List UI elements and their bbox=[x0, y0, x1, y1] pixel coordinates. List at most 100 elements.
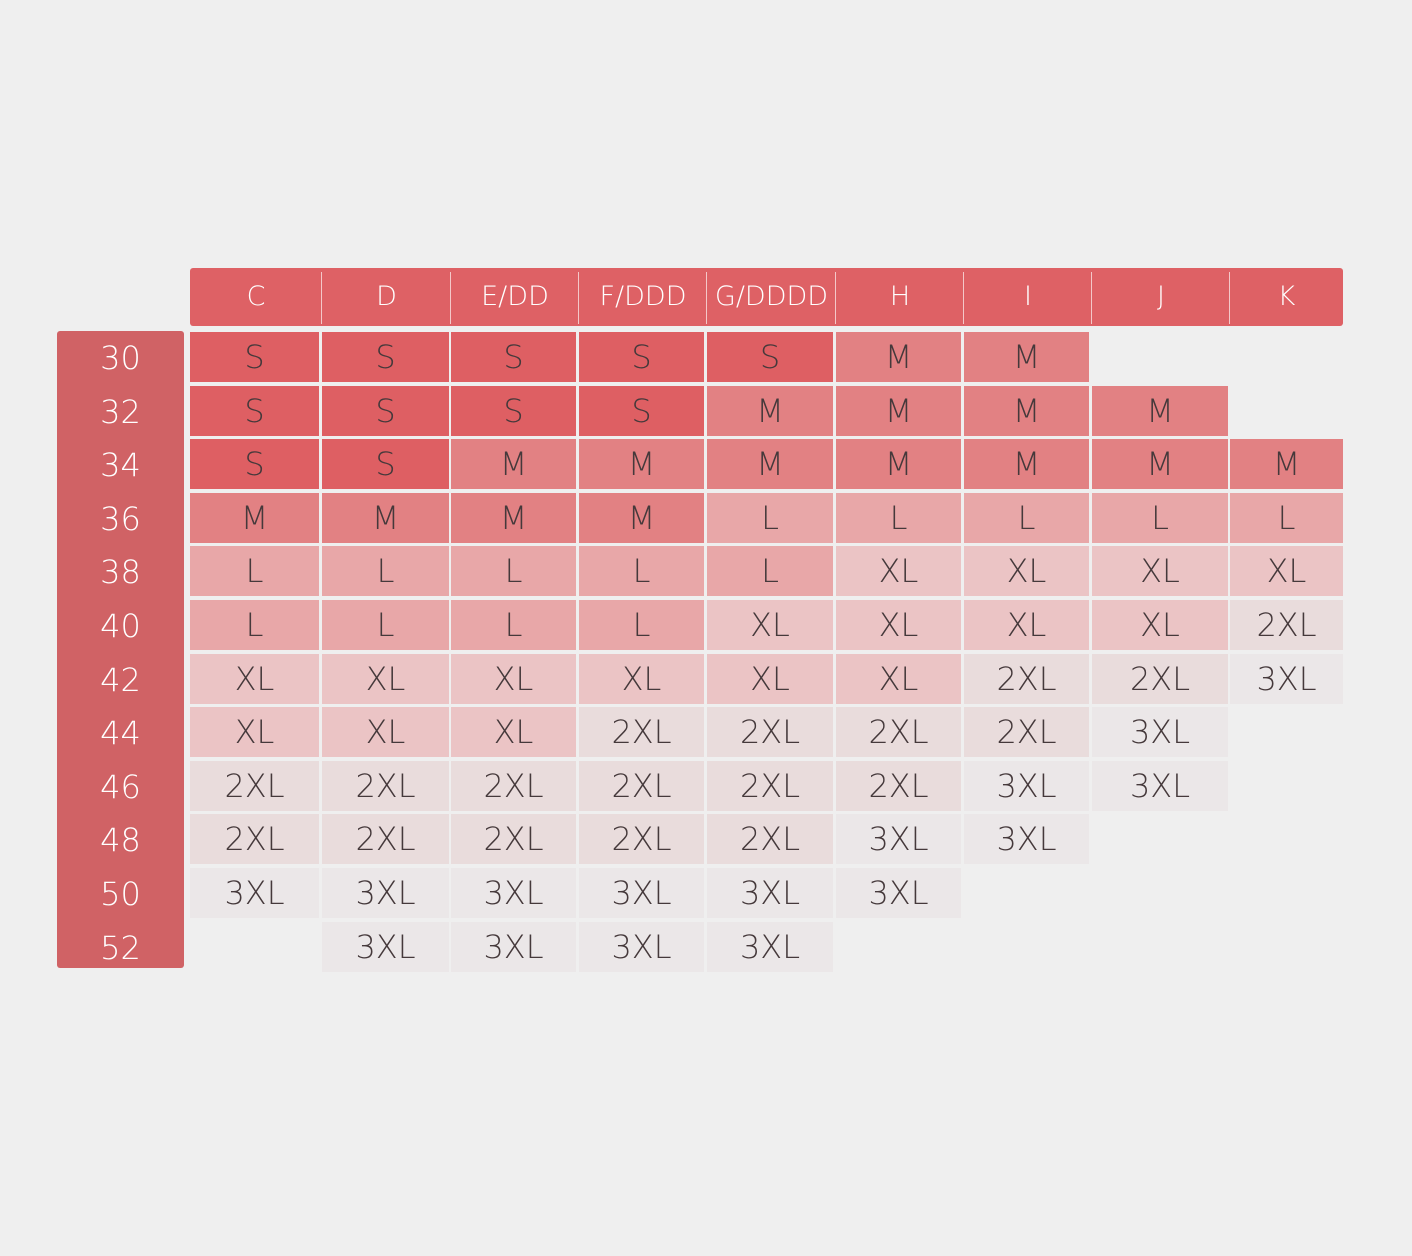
header-divider bbox=[963, 272, 964, 324]
size-cell: 2XL bbox=[707, 707, 833, 757]
header-bar bbox=[190, 268, 1343, 326]
header-divider bbox=[450, 272, 451, 324]
size-cell: M bbox=[1092, 386, 1228, 436]
size-cell: 3XL bbox=[579, 868, 704, 918]
size-cell: M bbox=[964, 386, 1089, 436]
size-cell: S bbox=[322, 386, 449, 436]
size-cell: M bbox=[1092, 439, 1228, 489]
size-cell: M bbox=[836, 332, 961, 382]
size-cell: L bbox=[579, 600, 704, 650]
size-cell: XL bbox=[579, 654, 704, 704]
size-cell: S bbox=[190, 386, 319, 436]
size-cell: M bbox=[322, 493, 449, 543]
band-label-34: 34 bbox=[100, 445, 141, 484]
size-cell: L bbox=[451, 546, 576, 596]
size-cell: 3XL bbox=[322, 868, 449, 918]
header-divider bbox=[578, 272, 579, 324]
size-cell: L bbox=[707, 546, 833, 596]
size-cell: XL bbox=[1230, 546, 1343, 596]
size-cell: XL bbox=[836, 546, 961, 596]
size-cell: S bbox=[190, 332, 319, 382]
size-cell: 2XL bbox=[836, 707, 961, 757]
size-cell: M bbox=[1230, 439, 1343, 489]
header-divider bbox=[835, 272, 836, 324]
size-cell: 2XL bbox=[707, 814, 833, 864]
size-cell: 3XL bbox=[707, 922, 833, 972]
size-cell: 2XL bbox=[190, 761, 319, 811]
size-cell: 3XL bbox=[322, 922, 449, 972]
size-cell: M bbox=[451, 493, 576, 543]
size-cell: 2XL bbox=[579, 761, 704, 811]
size-cell: 2XL bbox=[322, 761, 449, 811]
cup-header-2: E/DD bbox=[481, 281, 549, 312]
size-cell: M bbox=[964, 439, 1089, 489]
size-cell: S bbox=[579, 386, 704, 436]
size-cell: 3XL bbox=[707, 868, 833, 918]
size-cell: 2XL bbox=[1092, 654, 1228, 704]
size-cell: XL bbox=[190, 654, 319, 704]
band-label-52: 52 bbox=[100, 928, 141, 967]
size-cell: 3XL bbox=[1230, 654, 1343, 704]
size-cell: M bbox=[579, 493, 704, 543]
size-cell: L bbox=[1230, 493, 1343, 543]
size-cell: XL bbox=[1092, 600, 1228, 650]
size-cell: 3XL bbox=[451, 868, 576, 918]
band-label-42: 42 bbox=[100, 660, 141, 699]
size-cell: S bbox=[451, 386, 576, 436]
size-cell: M bbox=[836, 386, 961, 436]
band-label-50: 50 bbox=[100, 874, 141, 913]
size-cell: L bbox=[836, 493, 961, 543]
size-cell: 3XL bbox=[579, 922, 704, 972]
size-cell: M bbox=[707, 386, 833, 436]
size-cell: XL bbox=[964, 600, 1089, 650]
size-cell: S bbox=[322, 439, 449, 489]
size-cell: XL bbox=[707, 600, 833, 650]
band-label-32: 32 bbox=[100, 392, 141, 431]
size-cell: S bbox=[579, 332, 704, 382]
size-cell: 3XL bbox=[836, 814, 961, 864]
size-cell: L bbox=[964, 493, 1089, 543]
size-cell: XL bbox=[451, 654, 576, 704]
size-cell: 2XL bbox=[836, 761, 961, 811]
size-cell: 3XL bbox=[836, 868, 961, 918]
size-cell: L bbox=[322, 546, 449, 596]
size-cell: L bbox=[579, 546, 704, 596]
size-cell: XL bbox=[451, 707, 576, 757]
size-cell: XL bbox=[322, 707, 449, 757]
size-cell: XL bbox=[964, 546, 1089, 596]
size-cell: 3XL bbox=[451, 922, 576, 972]
size-cell: S bbox=[190, 439, 319, 489]
size-cell: M bbox=[707, 439, 833, 489]
size-cell: S bbox=[707, 332, 833, 382]
size-cell: 2XL bbox=[707, 761, 833, 811]
size-cell: 2XL bbox=[964, 654, 1089, 704]
size-cell: 3XL bbox=[1092, 761, 1228, 811]
size-cell: XL bbox=[190, 707, 319, 757]
size-cell: 2XL bbox=[579, 814, 704, 864]
size-cell: L bbox=[190, 600, 319, 650]
header-divider bbox=[1091, 272, 1092, 324]
size-cell: M bbox=[579, 439, 704, 489]
size-cell: 2XL bbox=[579, 707, 704, 757]
size-cell: L bbox=[1092, 493, 1228, 543]
size-cell: 3XL bbox=[1092, 707, 1228, 757]
size-cell: S bbox=[451, 332, 576, 382]
band-label-46: 46 bbox=[100, 767, 141, 806]
band-label-44: 44 bbox=[100, 713, 141, 752]
size-cell: 2XL bbox=[190, 814, 319, 864]
band-column bbox=[57, 331, 184, 968]
band-label-38: 38 bbox=[100, 552, 141, 591]
size-cell: 2XL bbox=[451, 814, 576, 864]
cup-header-1: D bbox=[376, 281, 397, 312]
size-cell: L bbox=[190, 546, 319, 596]
header-divider bbox=[321, 272, 322, 324]
size-cell: 2XL bbox=[1230, 600, 1343, 650]
size-cell: XL bbox=[1092, 546, 1228, 596]
size-cell: 3XL bbox=[190, 868, 319, 918]
cup-header-8: K bbox=[1277, 281, 1296, 312]
size-cell: 2XL bbox=[322, 814, 449, 864]
band-label-40: 40 bbox=[100, 606, 141, 645]
header-divider bbox=[706, 272, 707, 324]
band-label-30: 30 bbox=[100, 338, 141, 377]
